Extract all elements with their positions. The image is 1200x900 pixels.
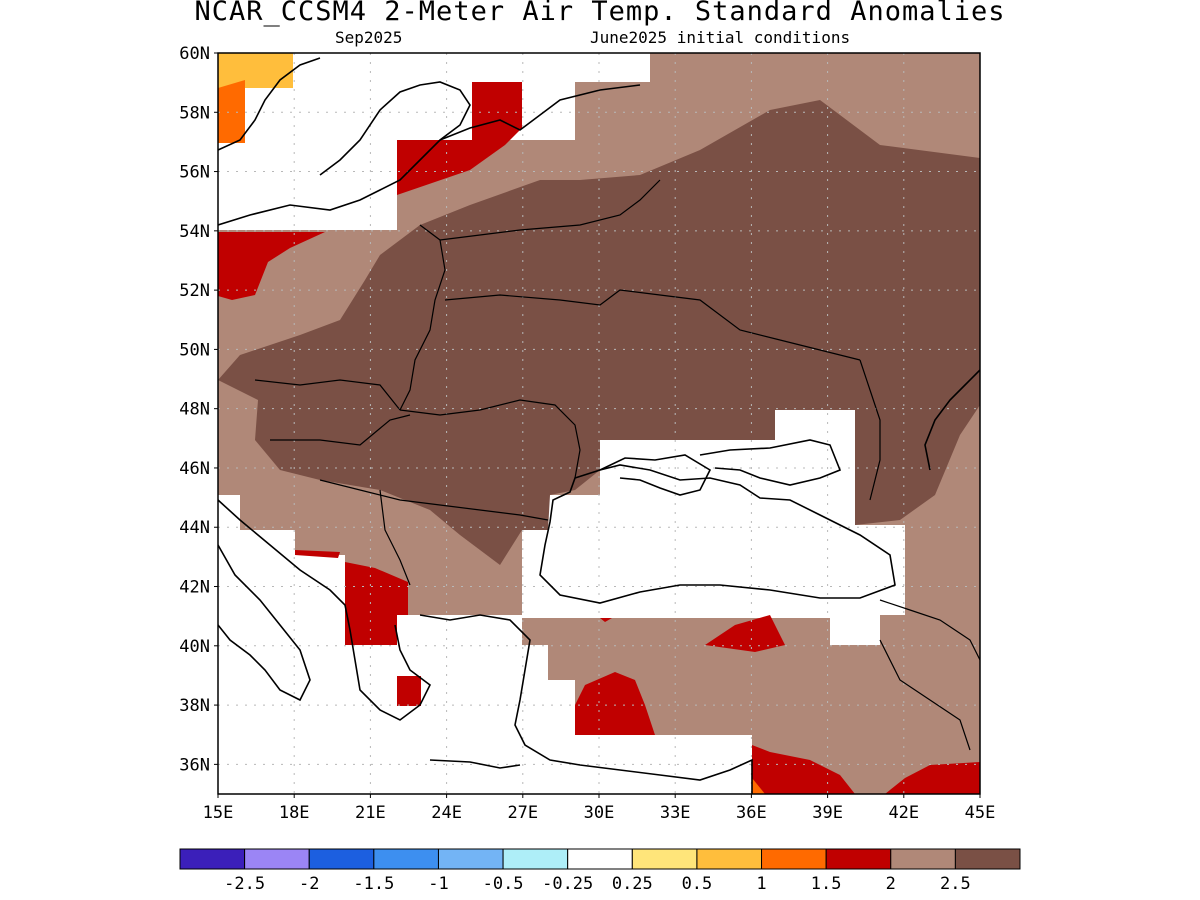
longitude-labels: 15E 18E 21E 24E 27E 30E 33E 36E 39E 42E 45E bbox=[203, 794, 996, 823]
anomaly-patch-levant bbox=[752, 745, 855, 794]
border-poland-belarus bbox=[399, 224, 446, 411]
anomaly-region-neutral-balkans bbox=[218, 495, 752, 794]
lat-label: 60N bbox=[179, 44, 210, 64]
border-caucasus bbox=[879, 599, 980, 661]
border-russia-east bbox=[859, 359, 881, 501]
forecast-month: Sep2025 bbox=[335, 28, 403, 47]
caspian-coast bbox=[924, 369, 980, 471]
colorbar-label: 1.5 bbox=[811, 874, 842, 894]
anomaly-patch-adriatic bbox=[295, 550, 340, 558]
anomaly-patch-scandinavia-orange bbox=[218, 80, 245, 143]
colorbar-label: 2 bbox=[886, 874, 896, 894]
colorbar-swatch bbox=[373, 848, 439, 870]
lat-label: 44N bbox=[179, 518, 210, 538]
azov-coast bbox=[699, 439, 842, 486]
latitude-labels: 60N 58N 56N 54N 52N 50N 48N 46N 44N 42N 40N 38N 36N bbox=[179, 44, 218, 775]
anomaly-region-neutral-north bbox=[218, 53, 650, 140]
anomaly-patch-anatolia-north bbox=[705, 615, 785, 652]
colorbar-swatch bbox=[825, 848, 892, 870]
lat-label: 56N bbox=[179, 163, 210, 183]
coastlines bbox=[218, 57, 980, 794]
lon-label: 45E bbox=[965, 803, 996, 823]
graticule bbox=[218, 53, 980, 794]
colorbar-swatch bbox=[437, 848, 504, 870]
crimea-coast bbox=[599, 454, 712, 496]
border-romania-bulgaria bbox=[319, 479, 549, 521]
colorbar-swatch bbox=[179, 848, 246, 870]
anomaly-patch-albania bbox=[345, 562, 408, 645]
colorbar-swatch bbox=[567, 848, 633, 870]
adriatic-coast bbox=[218, 499, 432, 721]
anomaly-patch-greece bbox=[397, 676, 421, 706]
lon-label: 27E bbox=[507, 803, 538, 823]
border-turkey-east bbox=[879, 639, 971, 751]
anomaly-patch-iraq bbox=[885, 762, 980, 794]
colorbar: -2.5 -2 -1.5 -1 -0.5 -0.25 0.25 0.5 1 1.5 2 2.5 bbox=[179, 848, 1021, 894]
lon-label: 36E bbox=[736, 803, 767, 823]
anomaly-patch-bosporus bbox=[600, 618, 612, 622]
black-sea-coast bbox=[539, 464, 896, 604]
colorbar-swatch bbox=[890, 848, 956, 870]
gulf-coast bbox=[439, 84, 641, 141]
italy-coast bbox=[218, 544, 311, 702]
border-belarus-north bbox=[439, 179, 661, 241]
lon-label: 30E bbox=[584, 803, 615, 823]
lat-label: 36N bbox=[179, 755, 210, 775]
anomaly-region-neutral-baltic bbox=[218, 82, 522, 230]
border-ukraine-south bbox=[399, 399, 581, 479]
border-hungary bbox=[270, 414, 411, 446]
lat-label: 48N bbox=[179, 400, 210, 420]
lon-label: 39E bbox=[812, 803, 843, 823]
lat-label: 40N bbox=[179, 637, 210, 657]
lat-label: 52N bbox=[179, 281, 210, 301]
lon-label: 24E bbox=[431, 803, 462, 823]
lat-label: 46N bbox=[179, 459, 210, 479]
colorbar-swatch bbox=[308, 848, 375, 870]
colorbar-label: -0.25 bbox=[542, 874, 593, 894]
colorbar-label: -0.5 bbox=[483, 874, 524, 894]
colorbar-label: 0.25 bbox=[612, 874, 653, 894]
colorbar-label: 2.5 bbox=[940, 874, 971, 894]
border-serbia bbox=[379, 489, 411, 586]
border-ukraine-north bbox=[444, 289, 861, 361]
anomaly-patch-poland bbox=[218, 232, 325, 300]
crete-coast bbox=[429, 759, 521, 769]
colorbar-swatch bbox=[954, 848, 1021, 870]
colorbar-label: -2 bbox=[299, 874, 319, 894]
scandinavia-coast bbox=[218, 57, 321, 151]
lat-label: 42N bbox=[179, 578, 210, 598]
colorbar-label: 0.5 bbox=[682, 874, 713, 894]
colorbar-label: 1 bbox=[756, 874, 766, 894]
lat-label: 38N bbox=[179, 696, 210, 716]
lat-label: 58N bbox=[179, 103, 210, 123]
anomaly-field bbox=[218, 53, 980, 794]
map-title: NCAR_CCSM4 2-Meter Air Temp. Standard An… bbox=[194, 0, 1006, 27]
aegean-coast bbox=[419, 614, 753, 794]
colorbar-label: -1.5 bbox=[353, 874, 394, 894]
border-slovakia bbox=[254, 379, 401, 411]
lon-label: 18E bbox=[279, 803, 310, 823]
lat-label: 54N bbox=[179, 222, 210, 242]
lat-label: 50N bbox=[179, 340, 210, 360]
anomaly-patch-scandinavia-yellow bbox=[218, 53, 293, 88]
anomaly-patch-baltic bbox=[397, 82, 522, 195]
lon-label: 33E bbox=[660, 803, 691, 823]
baltic-coast bbox=[218, 81, 471, 226]
initial-conditions: June2025 initial conditions bbox=[590, 28, 851, 47]
lon-label: 15E bbox=[203, 803, 234, 823]
colorbar-label: -2.5 bbox=[224, 874, 265, 894]
colorbar-swatch bbox=[761, 848, 827, 870]
colorbar-swatch bbox=[631, 848, 698, 870]
colorbar-swatch bbox=[696, 848, 763, 870]
colorbar-swatch bbox=[502, 848, 569, 870]
colorbar-label: -1 bbox=[428, 874, 448, 894]
anomaly-patch-anatolia-west bbox=[575, 672, 655, 735]
lon-label: 42E bbox=[888, 803, 919, 823]
colorbar-swatch bbox=[244, 848, 310, 870]
anomaly-patch-levant-orange bbox=[752, 778, 765, 794]
lon-label: 21E bbox=[355, 803, 386, 823]
